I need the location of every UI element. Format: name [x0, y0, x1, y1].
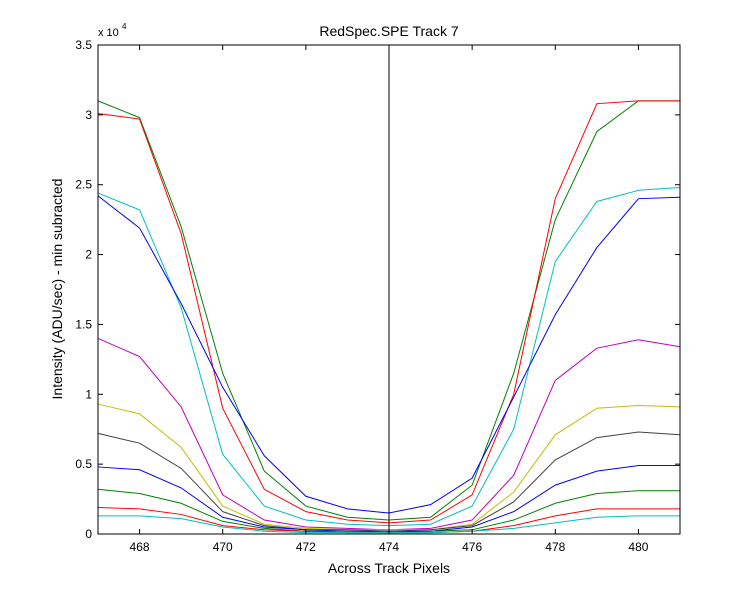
- x-tick-label: 474: [379, 540, 399, 554]
- x-axis-label: Across Track Pixels: [328, 560, 450, 576]
- y-exponent-label: x 10: [98, 27, 119, 39]
- y-tick-label: 3.5: [75, 38, 92, 52]
- x-tick-label: 476: [462, 540, 482, 554]
- axis-ticks: 468 470 472 474 476 478 480 0 0.5 1 1.5 2 2.5 3 3.5: [75, 38, 680, 554]
- y-axis-label: Intensity (ADU/sec) - min subracted: [49, 179, 65, 400]
- y-tick-label: 3: [85, 108, 92, 122]
- chart-title: RedSpec.SPE Track 7: [319, 23, 459, 39]
- y-tick-label: 0.5: [75, 457, 92, 471]
- y-tick-label: 0: [85, 527, 92, 541]
- x-tick-label: 480: [628, 540, 648, 554]
- y-tick-label: 2.5: [75, 178, 92, 192]
- x-tick-label: 472: [296, 540, 316, 554]
- x-tick-label: 468: [130, 540, 150, 554]
- x-tick-label: 470: [213, 540, 233, 554]
- y-tick-label: 1.5: [75, 317, 92, 331]
- y-tick-label: 1: [85, 387, 92, 401]
- y-exponent-power: 4: [122, 22, 127, 31]
- x-tick-label: 478: [545, 540, 565, 554]
- y-tick-label: 2: [85, 248, 92, 262]
